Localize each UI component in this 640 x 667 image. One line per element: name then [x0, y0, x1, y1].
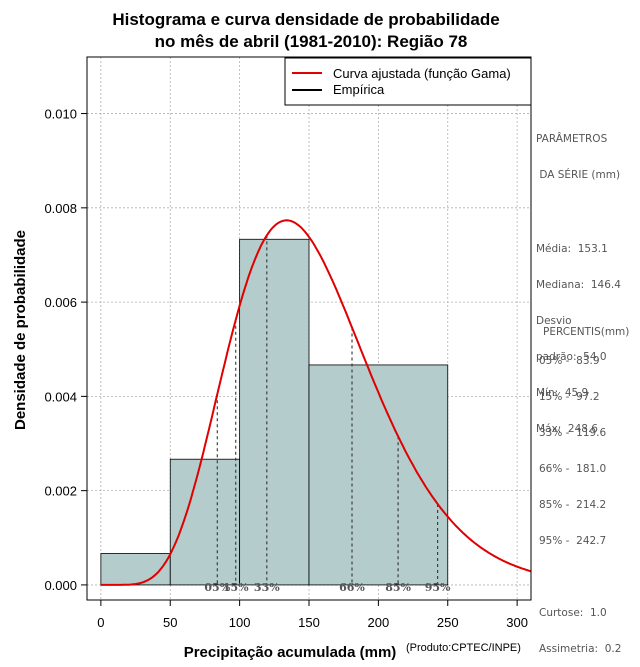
- percentile-85: 85% - 214.2: [539, 499, 607, 511]
- x-tick-label-4: 200: [368, 615, 390, 630]
- percentile-15: 15% - 97.2: [539, 391, 600, 403]
- stat-stddev-label: Desvio: [536, 315, 572, 327]
- x-axis-title: Precipitação acumulada (mm): [184, 644, 397, 660]
- percentile-33: 33% - 119.6: [539, 427, 607, 439]
- chart-title-line2: no mês de abril (1981-2010): Região 78: [155, 32, 468, 51]
- stat-min: Mín: 45.9: [536, 387, 589, 399]
- percentile-05: 05% - 83.9: [539, 355, 600, 367]
- y-tick-label-2: 0.004: [44, 389, 77, 404]
- chart-title-line1: Histograma e curva densidade de probabil…: [112, 10, 499, 29]
- histogram-bar-2: [239, 238, 310, 586]
- histogram-bars: [100, 238, 449, 586]
- stat-mean: Média: 153.1: [536, 243, 608, 255]
- x-tick-label-0: 0: [97, 615, 104, 630]
- y-tick-label-0: 0.000: [44, 578, 77, 593]
- percentile-label-4: 85%: [385, 581, 411, 594]
- series-parameters-panel: PARÂMETROS DA SÉRIE (mm) Média: 153.1 Me…: [536, 109, 621, 447]
- percentiles-values: 05% - 83.9 15% - 97.2 33% - 119.6 66% - …: [539, 331, 621, 667]
- x-tick-label-5: 250: [437, 615, 459, 630]
- gamma-fit-curve: [100, 219, 532, 586]
- legend-box: [284, 57, 532, 106]
- params-title-1: PARÂMETROS: [536, 133, 608, 145]
- stat-median: Mediana: 146.4: [536, 279, 621, 291]
- y-tick-label-5: 0.010: [44, 107, 77, 122]
- legend-empirical-label: Empírica: [333, 82, 385, 97]
- percentiles-panel: PERCENTIS(mm): [543, 302, 629, 350]
- stat-kurtosis: Curtose: 1.0: [539, 607, 607, 619]
- product-credit: (Produto:CPTEC/INPE): [406, 642, 521, 654]
- y-tick-label-4: 0.008: [44, 201, 77, 216]
- legend: Curva ajustada (função Gama) Empírica: [284, 57, 532, 106]
- percentile-label-2: 33%: [254, 581, 280, 594]
- y-tick-label-1: 0.002: [44, 484, 77, 499]
- percentile-label-5: 95%: [425, 581, 451, 594]
- percentile-label-0: 05%: [204, 581, 230, 594]
- percentile-95: 95% - 242.7: [539, 535, 607, 547]
- percentile-labels: 05%15% 33% 66% 85% 95%: [204, 581, 451, 594]
- x-axis: 0 50 100 150 200 250 300: [97, 600, 528, 630]
- histogram-bar-0: [100, 553, 171, 586]
- percentile-lines: [216, 235, 439, 585]
- x-tick-label-1: 50: [163, 615, 177, 630]
- stat-max: Máx: 248.6: [536, 423, 598, 435]
- y-tick-label-3: 0.006: [44, 295, 77, 310]
- percentiles-title: PERCENTIS(mm): [543, 326, 630, 338]
- histogram-bar-3: [308, 364, 449, 586]
- x-tick-label-3: 150: [298, 615, 320, 630]
- histogram-bar-1: [169, 458, 241, 586]
- y-axis-title: Densidade de probabilidade: [12, 230, 29, 430]
- percentile-label-3: 66%: [339, 581, 365, 594]
- x-tick-label-2: 100: [229, 615, 251, 630]
- percentile-66: 66% - 181.0: [539, 463, 607, 475]
- legend-curve-label: Curva ajustada (função Gama): [333, 66, 511, 81]
- params-title-2: DA SÉRIE (mm): [536, 169, 621, 181]
- stat-stddev: padrão: 54.0: [536, 351, 607, 363]
- percentile-label-1: 15%: [223, 581, 249, 594]
- y-axis: 0.000 0.002 0.004 0.006 0.008 0.010: [44, 107, 87, 593]
- stat-skewness: Assimetria: 0.2: [539, 643, 622, 655]
- x-tick-label-6: 300: [506, 615, 528, 630]
